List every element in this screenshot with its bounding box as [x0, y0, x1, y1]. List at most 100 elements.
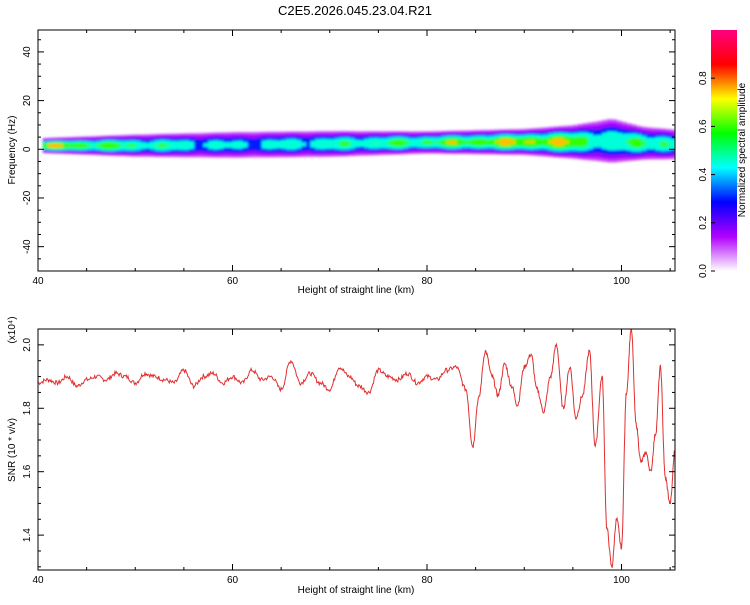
snr-x-tick-label: 40 [32, 575, 44, 586]
spectrogram-cell [305, 137, 311, 152]
spectrogram-cell [533, 137, 540, 147]
spectrogram-cell [227, 142, 234, 148]
spectrogram-cell [329, 139, 336, 149]
spectrogram-cell [203, 143, 209, 147]
spectrogram-cell [597, 135, 603, 148]
spectrogram-cell [402, 140, 409, 146]
spectrogram-x-tick-label: 60 [227, 276, 239, 287]
spectrogram-cell [217, 141, 224, 149]
spectrogram-cell [140, 142, 146, 150]
spectrogram-cell [174, 141, 180, 150]
colorbar-tick-label: 0.2 [698, 215, 709, 229]
spectrogram-cell [626, 139, 632, 145]
spectrogram-cell [285, 139, 292, 150]
snr-y-tick-label: 2.0 [22, 337, 33, 351]
spectrogram-cell [256, 137, 263, 152]
spectrogram-cell [373, 142, 379, 144]
spectrogram-cell [480, 138, 486, 146]
spectrogram-cell [558, 138, 564, 146]
spectrogram-cell [509, 139, 516, 145]
spectrogram-cell [568, 136, 574, 148]
spectrogram-cell [106, 142, 112, 150]
spectrogram-x-tick-label: 40 [32, 276, 44, 287]
spectrogram-cell [242, 142, 248, 148]
spectrogram-heatmap [42, 119, 675, 163]
spectrogram-cell [427, 140, 433, 145]
snr-y-label: SNR (10 * v/v) [7, 418, 18, 482]
spectrogram-cell [407, 138, 414, 148]
snr-y-tick-label: 1.4 [22, 528, 33, 542]
spectrogram-cell [169, 140, 175, 150]
figure-title: C2E5.2026.045.23.04.R21 [278, 3, 432, 18]
spectrogram-cell [655, 136, 662, 151]
spectrogram-cell [436, 140, 443, 144]
spectrogram-cell [76, 142, 83, 149]
spectrogram-x-tick-label: 100 [613, 276, 630, 287]
spectrogram-cell [514, 137, 520, 147]
spectrogram-cell [96, 144, 102, 148]
spectrogram-y-tick-label: -20 [22, 190, 33, 205]
snr-axes: 40 60 80 100 1.4 1.6 1.8 2.0 [22, 329, 675, 586]
spectrogram-cell [334, 138, 341, 150]
spectrogram-y-tick-label: 0 [22, 146, 33, 152]
spectrogram-cell [281, 139, 287, 149]
spectrogram-cell [344, 140, 350, 147]
spectrogram-frame [37, 29, 676, 272]
spectrogram-cell [650, 137, 657, 150]
spectrogram-cell [461, 140, 467, 145]
spectrogram-cell [645, 137, 652, 150]
snr-y-tick-label: 1.8 [22, 401, 33, 415]
spectrogram-cell [465, 140, 472, 145]
colorbar-tick-label: 0.6 [698, 119, 709, 133]
spectrogram-cell [640, 141, 647, 146]
spectrogram-cell [349, 138, 355, 149]
spectrogram-cell [183, 140, 190, 150]
spectrogram-cell [67, 143, 73, 148]
spectrogram-cell [271, 140, 277, 149]
spectrogram-cell [154, 144, 161, 147]
colorbar-tick-label: 0.8 [698, 71, 709, 85]
spectrogram-x-tick-label: 80 [421, 276, 433, 287]
spectrogram-x-label: Height of straight line (km) [298, 285, 415, 296]
snr-frame [37, 328, 676, 571]
spectrogram-cell [495, 141, 501, 144]
spectrogram-cell [665, 143, 671, 146]
spectrogram-cell [52, 143, 59, 148]
spectrogram-cell [295, 139, 302, 149]
spectrogram-cell [115, 143, 122, 148]
snr-series-line [38, 329, 675, 568]
snr-panel: 40 60 80 100 1.4 1.6 1.8 2.0 Height of straight… [7, 316, 676, 596]
spectrogram-cell [519, 137, 525, 147]
spectrogram-cell [237, 140, 243, 149]
spectrogram-cell [524, 141, 530, 143]
spectrogram-cell [485, 139, 491, 145]
spectrogram-cell [130, 143, 136, 148]
spectrogram-cell [368, 138, 375, 149]
spectrogram-cell [164, 144, 170, 147]
spectrogram-cell [572, 136, 579, 147]
spectrogram-cell [232, 141, 238, 149]
spectrogram-cell [300, 142, 307, 147]
spectrogram-cell [392, 139, 399, 147]
spectrogram-cell [213, 140, 219, 150]
spectrogram-cell [57, 143, 63, 148]
spectrogram-cell [251, 138, 258, 151]
spectrogram-cell [261, 140, 268, 149]
spectrogram-cell [611, 131, 618, 151]
spectrogram-cell [315, 139, 321, 149]
spectrogram-cell [125, 144, 131, 147]
spectrogram-cell [412, 138, 418, 147]
spectrogram-cell [358, 140, 365, 147]
spectrogram-cell [431, 141, 438, 144]
spectrogram-cell [383, 138, 389, 148]
colorbar-label: Normalized spectral amplitude [737, 82, 748, 217]
spectrogram-cell [198, 138, 204, 152]
colorbar-tick-label: 0.4 [698, 167, 709, 181]
spectrogram-cell [81, 143, 88, 149]
spectrogram-axes: 40 60 80 100 -40 -20 0 20 40 [22, 30, 675, 287]
spectrogram-y-tick-label: 40 [22, 46, 33, 58]
spectrogram-cell [602, 132, 608, 150]
spectrogram-cell [441, 138, 448, 146]
snr-x-tick-label: 60 [227, 575, 239, 586]
